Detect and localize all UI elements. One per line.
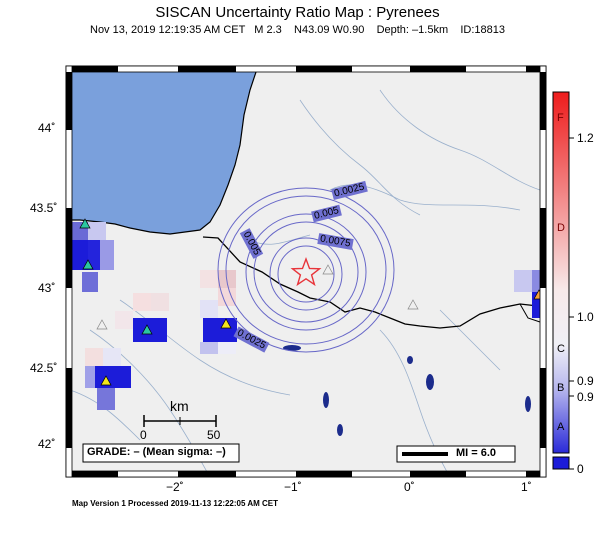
scale-tick: 50	[207, 428, 221, 442]
reservoirs	[283, 345, 531, 436]
mi-box	[396, 445, 516, 463]
andorra-border	[519, 303, 541, 323]
footer-processed: Map Version 1 Processed 2019-11-13 12:22…	[72, 499, 279, 508]
colorbar-letter: D	[557, 222, 565, 234]
station-triangle	[100, 375, 112, 386]
scale-bar	[143, 415, 217, 427]
colorbar	[552, 91, 574, 470]
colorbar-letter: F	[557, 112, 564, 124]
station-triangle	[79, 218, 91, 229]
grade-text: GRADE: – (Mean sigma: –)	[87, 446, 226, 458]
colorbar-value: 1.2	[577, 131, 594, 145]
colorbar-letter: B	[557, 382, 565, 394]
colorbar-value: 1.0	[577, 310, 594, 324]
grade-box	[82, 443, 240, 463]
colorbar-letter: A	[557, 421, 565, 433]
lat-label: 44˚	[38, 121, 56, 135]
station-triangle	[141, 324, 153, 335]
france-spain-border	[202, 236, 546, 329]
colorbar-value: 0	[577, 462, 584, 476]
lon-label: −1˚	[284, 480, 302, 494]
map-area	[66, 66, 546, 477]
lat-label: 43.5˚	[30, 201, 58, 215]
lon-label: −2˚	[166, 480, 184, 494]
lat-label: 43˚	[38, 281, 56, 295]
station-triangle	[220, 318, 232, 329]
scale-unit: km	[170, 398, 189, 414]
event-info: Nov 13, 2019 12:19:35 AM CET M 2.3 N43.0…	[90, 24, 505, 36]
lon-label: 0˚	[404, 480, 415, 494]
lon-label: 1˚	[521, 480, 532, 494]
lat-label: 42˚	[38, 437, 56, 451]
station-triangle	[407, 299, 419, 310]
map-frame	[65, 65, 547, 478]
station-triangle	[96, 319, 108, 330]
epicenter-star	[290, 256, 322, 287]
uncertainty-contours	[217, 187, 395, 353]
station-triangle	[322, 264, 334, 275]
station-triangle	[82, 259, 94, 270]
mi-text: MI = 6.0	[456, 447, 497, 459]
colorbar-value: 0.9	[577, 390, 594, 404]
colorbar-value: 0.9	[577, 374, 594, 388]
colorbar-letter: C	[557, 343, 565, 355]
scale-tick: 0	[140, 428, 147, 442]
lat-label: 42.5˚	[30, 361, 58, 375]
map-title: SISCAN Uncertainty Ratio Map : Pyrenees	[155, 4, 440, 21]
